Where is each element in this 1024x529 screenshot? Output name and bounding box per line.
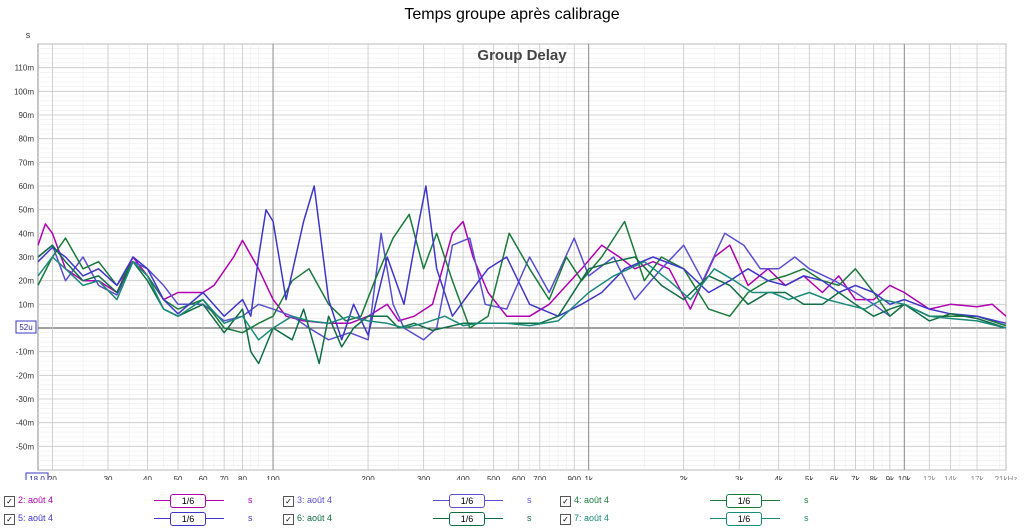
y-tick-label: -30m — [16, 395, 35, 404]
x-tick-label: 4k — [774, 475, 783, 480]
legend-unit: s — [248, 513, 253, 523]
legend-label: 2: août 4 — [18, 495, 54, 505]
x-tick-label: 600 — [512, 475, 526, 480]
legend-label: 6: août 4 — [297, 513, 333, 523]
x-tick-label: 300 — [417, 475, 431, 480]
legend-unit: s — [527, 495, 532, 505]
smoothing-button[interactable]: 1/6 — [726, 512, 762, 526]
y-tick-label: 70m — [18, 158, 34, 167]
x-tick-label: 7k — [851, 475, 860, 480]
legend-item: ✓ 7: août 4 1/6 s — [560, 512, 830, 526]
x-tick-label: 50 — [174, 475, 183, 480]
x-tick-label: 21kHz — [995, 475, 1018, 480]
x-tick-label: 1k — [584, 475, 593, 480]
x-tick-label: 6k — [830, 475, 839, 480]
x-tick-label: 60 — [199, 475, 208, 480]
legend-label: 4: août 4 — [574, 495, 610, 505]
smoothing-button[interactable]: 1/6 — [170, 512, 206, 526]
cursor-y-readout: 52u — [19, 323, 32, 332]
x-tick-label: 700 — [533, 475, 547, 480]
y-tick-label: -10m — [16, 348, 35, 357]
x-tick-label: 10k — [898, 475, 912, 480]
legend-item: ✓ 5: août 4 1/6 s — [4, 512, 274, 526]
y-tick-label: -40m — [16, 419, 35, 428]
legend-unit: s — [248, 495, 253, 505]
cursor-x-readout: 18,0 — [29, 475, 45, 480]
x-tick-label: 400 — [456, 475, 470, 480]
cursor-y-box — [15, 320, 37, 334]
y-tick-label: 40m — [18, 229, 34, 238]
visibility-checkbox[interactable]: ✓ — [283, 514, 294, 525]
visibility-checkbox[interactable]: ✓ — [4, 496, 15, 507]
smoothing-button[interactable]: 1/6 — [449, 512, 485, 526]
x-tick-label: 30 — [104, 475, 113, 480]
window-title: Temps groupe après calibrage — [404, 6, 620, 23]
x-tick-label: 80 — [238, 475, 247, 480]
x-tick-label: 8k — [869, 475, 878, 480]
y-axis-label: s — [26, 30, 31, 40]
y-tick-label: 80m — [18, 135, 34, 144]
legend-item: ✓ 4: août 4 1/6 s — [560, 494, 830, 508]
series-line-3 — [37, 213, 1007, 334]
visibility-checkbox[interactable]: ✓ — [560, 514, 571, 525]
x-tick-label: 900 — [568, 475, 582, 480]
x-tick-label: 20 — [48, 475, 57, 480]
x-tick-label: 5k — [805, 475, 814, 480]
legend-label: 7: août 4 — [574, 513, 610, 523]
legend-unit: s — [527, 513, 532, 523]
series-line-2 — [37, 232, 1007, 341]
chart-title: Group Delay — [477, 47, 567, 64]
y-tick-label: 110m — [15, 64, 35, 73]
visibility-checkbox[interactable]: ✓ — [4, 514, 15, 525]
x-tick-label: 200 — [361, 475, 375, 480]
y-tick-label: 100m — [14, 87, 34, 96]
x-tick-label: 12k — [923, 475, 937, 480]
legend-item: ✓ 3: août 4 1/6 s — [283, 494, 553, 508]
series-line-6 — [37, 256, 1007, 341]
series-line-4 — [37, 185, 1007, 341]
legend-item: ✓ 2: août 4 1/6 s — [4, 494, 274, 508]
legend-label: 3: août 4 — [297, 495, 333, 505]
x-tick-label: 100 — [266, 475, 280, 480]
y-tick-label: 90m — [18, 111, 34, 120]
y-tick-label: 20m — [18, 277, 34, 286]
x-tick-label: 2k — [679, 475, 688, 480]
legend-label: 5: août 4 — [18, 513, 54, 523]
legend-unit: s — [804, 513, 809, 523]
x-tick-label: 70 — [220, 475, 229, 480]
x-tick-label: 40 — [143, 475, 152, 480]
smoothing-button[interactable]: 1/6 — [449, 494, 485, 508]
smoothing-button[interactable]: 1/6 — [726, 494, 762, 508]
visibility-checkbox[interactable]: ✓ — [560, 496, 571, 507]
y-tick-label: 30m — [18, 253, 34, 262]
x-tick-label: 14k — [944, 475, 958, 480]
x-tick-label: 9k — [886, 475, 895, 480]
y-tick-label: 50m — [18, 206, 34, 215]
legend-unit: s — [804, 495, 809, 505]
visibility-checkbox[interactable]: ✓ — [283, 496, 294, 507]
x-tick-label: 3k — [735, 475, 744, 480]
x-tick-label: 500 — [487, 475, 501, 480]
legend-item: ✓ 6: août 4 1/6 s — [283, 512, 553, 526]
y-tick-label: 10m — [18, 300, 34, 309]
y-tick-label: -50m — [16, 442, 35, 451]
smoothing-button[interactable]: 1/6 — [170, 494, 206, 508]
cursor-x-box — [25, 472, 49, 480]
y-tick-label: -20m — [16, 371, 35, 380]
y-tick-label: 60m — [18, 182, 34, 191]
group-delay-chart[interactable]: 110m 100m 90m 80m 70m 60m 50m 40m 30m 20m 10m -10m -… — [0, 0, 1024, 480]
x-tick-label: 17k — [971, 475, 985, 480]
